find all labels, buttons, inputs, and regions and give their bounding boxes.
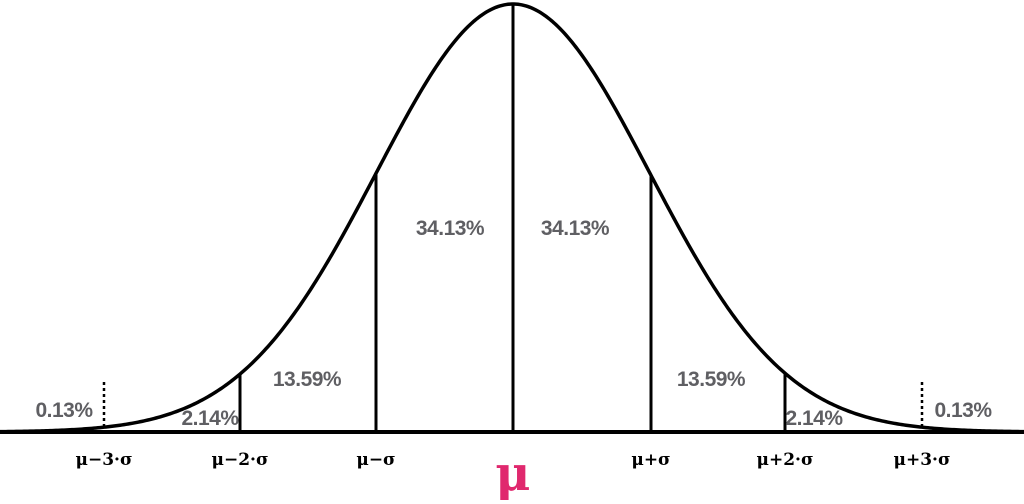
axis-label-minus-3-sigma: μ−3·σ (76, 450, 133, 470)
axis-label-minus-2-sigma: μ−2·σ (212, 450, 269, 470)
axis-label-plus-1-sigma: μ+σ (631, 450, 670, 470)
region-label-tail-left: 0.13% (35, 399, 93, 422)
region-label-zero-one-right: 34.13% (541, 217, 610, 240)
region-label-tail-right: 0.13% (934, 399, 992, 422)
region-label-one-two-right: 13.59% (677, 368, 746, 391)
axis-label-plus-3-sigma: μ+3·σ (894, 450, 951, 470)
axis-label-minus-1-sigma: μ−σ (356, 450, 395, 470)
region-label-two-three-right: 2.14% (785, 407, 843, 430)
region-label-one-two-left: 13.59% (273, 368, 342, 391)
axis-label-mean: μ (495, 446, 530, 502)
region-label-two-three-left: 2.14% (181, 407, 239, 430)
axis-label-plus-2-sigma: μ+2·σ (757, 450, 814, 470)
region-label-zero-one-left: 34.13% (416, 217, 485, 240)
